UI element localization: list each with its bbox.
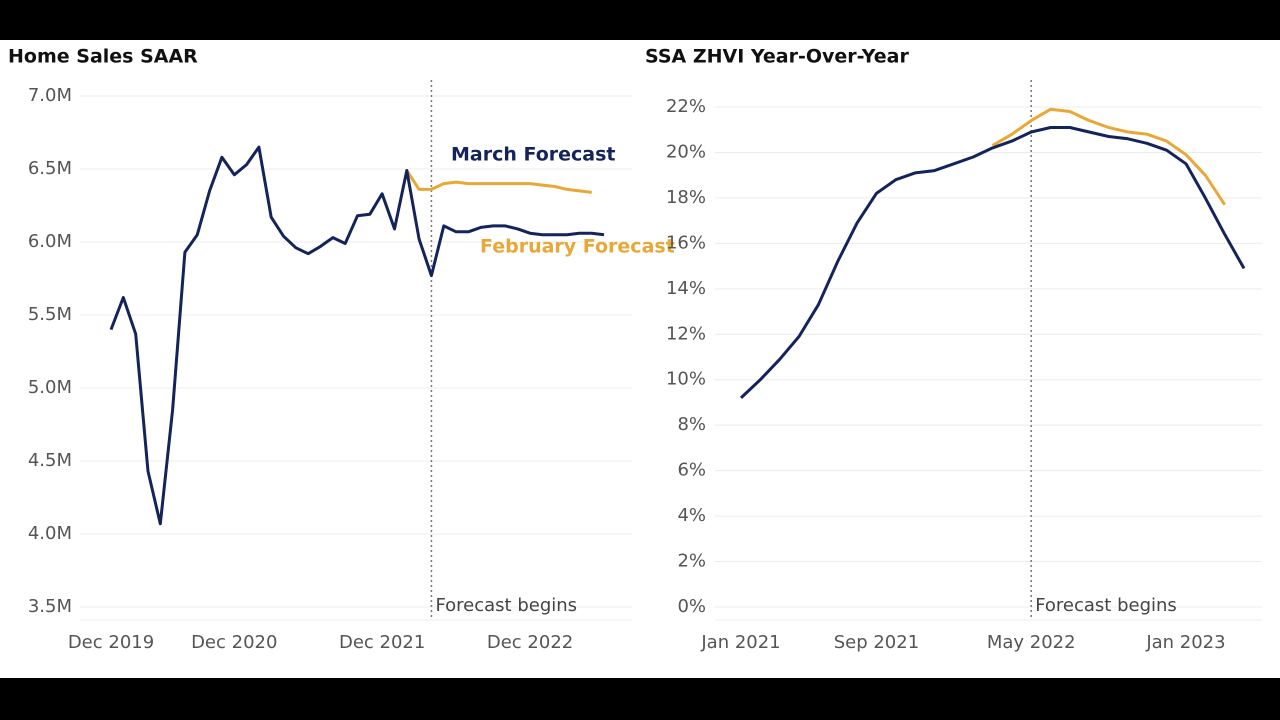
y-tick-label: 4.5M [28,450,72,471]
y-tick-label: 20% [666,141,706,162]
y-tick-label: 18% [666,187,706,208]
x-tick-label: Dec 2020 [191,632,277,653]
y-tick-label: 3.5M [28,596,72,617]
forecast-label: Forecast begins [435,595,577,616]
y-tick-label: 6.5M [28,158,72,179]
y-tick-label: 4% [677,505,706,526]
y-tick-label: 6% [677,460,706,481]
y-tick-label: 4.0M [28,523,72,544]
y-tick-label: 5.0M [28,377,72,398]
series-line [739,126,1246,399]
y-tick-label: 12% [666,323,706,344]
y-tick-label: 7.0M [28,85,72,106]
x-tick-label: Jan 2021 [700,632,780,653]
series-line [405,169,592,194]
y-tick-label: 0% [677,596,706,617]
y-tick-label: 2% [677,551,706,572]
y-tick-label: 6.0M [28,231,72,252]
forecast-label: Forecast begins [1035,595,1177,616]
series-label: February Forecast [480,236,675,258]
chart-title: Home Sales SAAR [8,46,198,68]
canvas [0,40,1280,678]
x-tick-label: Sep 2021 [834,632,919,653]
y-tick-label: 10% [666,369,706,390]
x-tick-label: Dec 2019 [68,632,154,653]
x-tick-label: Jan 2023 [1145,632,1225,653]
series-line [109,145,605,526]
x-tick-label: Dec 2021 [339,632,425,653]
y-tick-label: 5.5M [28,304,72,325]
y-tick-label: 8% [677,414,706,435]
x-tick-label: May 2022 [987,632,1076,653]
bottom-bar [0,678,1280,720]
chart-title: SSA ZHVI Year-Over-Year [645,46,909,68]
y-tick-label: 14% [666,278,706,299]
series-line [991,107,1226,206]
x-tick-label: Dec 2022 [487,632,573,653]
y-tick-label: 22% [666,96,706,117]
series-label: March Forecast [451,144,616,166]
y-tick-label: 16% [666,232,706,253]
top-bar [0,0,1280,40]
